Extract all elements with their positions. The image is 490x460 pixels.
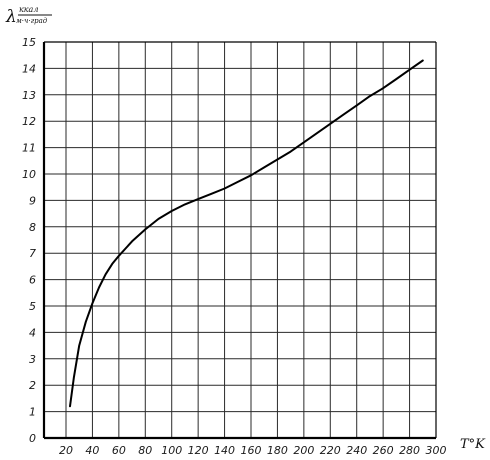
x-tick-label: 100 — [161, 444, 182, 457]
y-axis-symbol: λ — [5, 7, 17, 27]
axes — [42, 41, 437, 440]
x-tick-label: 180 — [267, 444, 288, 457]
y-axis-unit: λ ккал м·ч·град — [5, 5, 52, 27]
y-tick-label: 13 — [22, 89, 36, 102]
y-axis-unit-denominator: м·ч·град — [16, 17, 48, 25]
x-tick-labels: 20 40 60 80 100 120 140 160 180 200 220 240 260 280 30… — [59, 444, 447, 457]
y-tick-label: 4 — [29, 326, 36, 339]
y-tick-label: 3 — [29, 353, 36, 366]
x-tick-label: 120 — [188, 444, 209, 457]
grid — [44, 41, 437, 438]
x-tick-label: 280 — [399, 444, 420, 457]
x-tick-label: 300 — [426, 444, 447, 457]
x-tick-label: 220 — [320, 444, 341, 457]
y-axis-unit-numerator: ккал — [19, 5, 38, 14]
y-tick-label: 15 — [22, 36, 36, 49]
y-tick-label: 7 — [29, 247, 36, 260]
y-tick-label: 10 — [22, 168, 36, 181]
y-tick-label: 0 — [29, 432, 36, 445]
y-tick-label: 5 — [29, 300, 36, 313]
x-tick-label: 160 — [241, 444, 262, 457]
y-tick-label: 6 — [29, 274, 36, 287]
y-tick-label: 12 — [22, 115, 36, 128]
y-tick-label: 14 — [22, 62, 36, 75]
x-tick-label: 260 — [373, 444, 394, 457]
x-tick-label: 240 — [346, 444, 367, 457]
y-tick-label: 11 — [22, 142, 36, 155]
x-tick-label: 80 — [138, 444, 152, 457]
x-tick-label: 60 — [112, 444, 126, 457]
x-tick-label: 40 — [85, 444, 99, 457]
x-axis-label: T°K — [460, 437, 486, 452]
x-tick-label: 200 — [293, 444, 314, 457]
x-tick-label: 20 — [59, 444, 73, 457]
data-series — [69, 59, 424, 408]
x-tick-label: 140 — [214, 444, 235, 457]
series-line — [69, 59, 424, 408]
y-tick-label: 2 — [29, 379, 36, 392]
y-tick-label: 9 — [29, 194, 36, 207]
y-tick-label: 1 — [29, 406, 36, 419]
y-tick-label: 8 — [29, 221, 36, 234]
